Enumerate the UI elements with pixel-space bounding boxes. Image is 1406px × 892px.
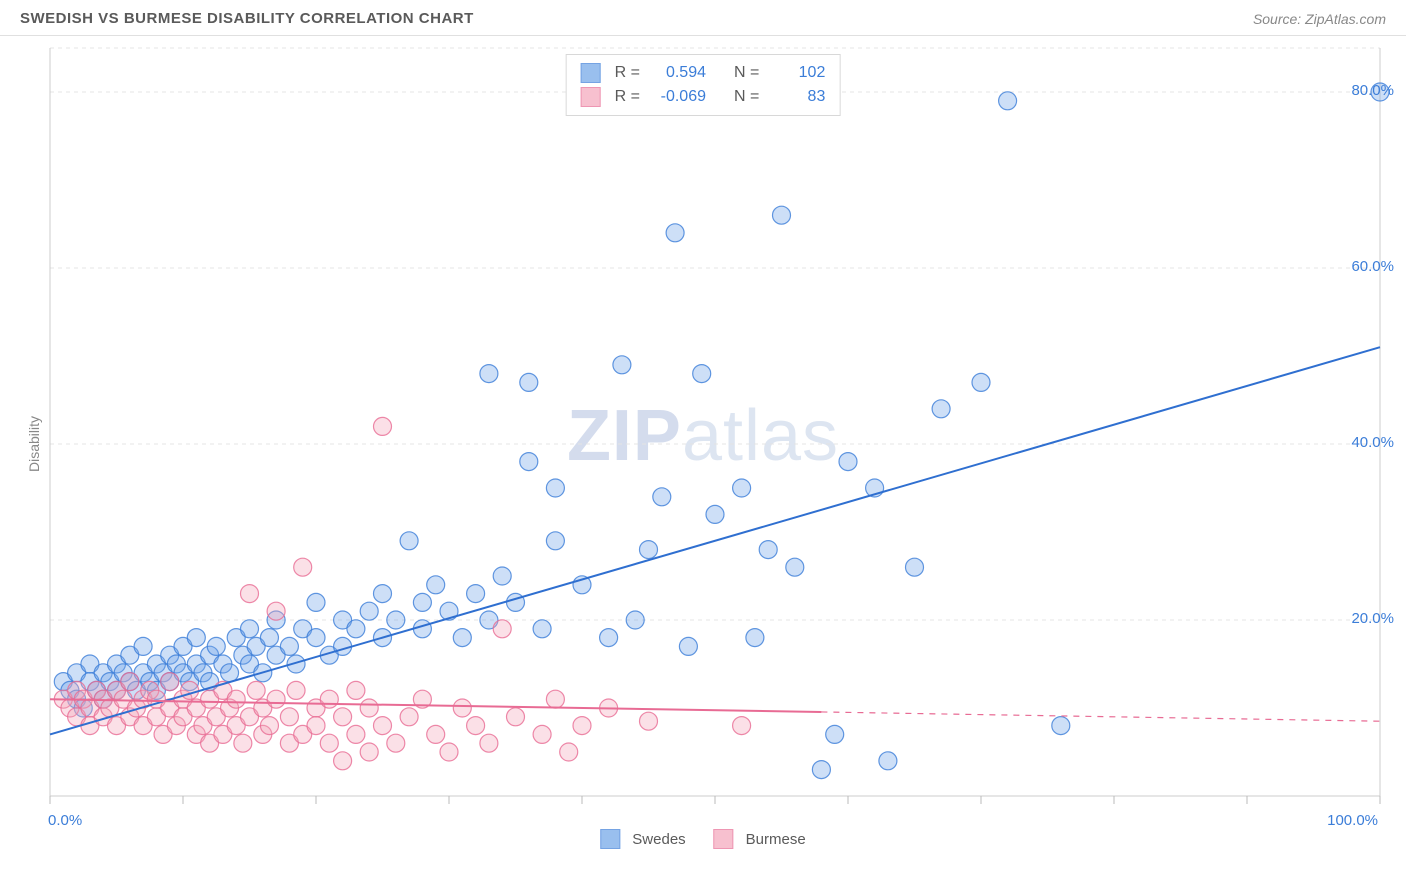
n-value-burmese: 83	[769, 85, 825, 109]
legend-item-swedes: Swedes	[600, 829, 685, 849]
stats-row-swedes: R = 0.594 N = 102	[581, 61, 826, 85]
chart-header: SWEDISH VS BURMESE DISABILITY CORRELATIO…	[0, 0, 1406, 36]
y-tick-label: 40.0%	[1351, 434, 1394, 451]
x-axis-min-label: 0.0%	[48, 812, 82, 829]
legend-label-burmese: Burmese	[746, 831, 806, 848]
legend-label-swedes: Swedes	[632, 831, 685, 848]
stats-legend-box: R = 0.594 N = 102 R = -0.069 N = 83	[566, 54, 841, 116]
swatch-swedes-icon	[600, 829, 620, 849]
n-label: N =	[734, 85, 759, 109]
stats-row-burmese: R = -0.069 N = 83	[581, 85, 826, 109]
scatter-chart-svg	[0, 36, 1406, 851]
y-tick-label: 20.0%	[1351, 610, 1394, 627]
x-axis-max-label: 100.0%	[1327, 812, 1378, 829]
n-label: N =	[734, 61, 759, 85]
r-label: R =	[615, 85, 640, 109]
r-value-burmese: -0.069	[650, 85, 706, 109]
n-value-swedes: 102	[769, 61, 825, 85]
y-tick-label: 60.0%	[1351, 258, 1394, 275]
swatch-burmese	[581, 87, 601, 107]
r-value-swedes: 0.594	[650, 61, 706, 85]
y-tick-label: 80.0%	[1351, 82, 1394, 99]
chart-title: SWEDISH VS BURMESE DISABILITY CORRELATIO…	[20, 10, 474, 27]
swatch-swedes	[581, 63, 601, 83]
legend-item-burmese: Burmese	[714, 829, 806, 849]
swatch-burmese-icon	[714, 829, 734, 849]
chart-area: Disability ZIPatlas R = 0.594 N = 102 R …	[0, 36, 1406, 851]
source-attribution: Source: ZipAtlas.com	[1253, 11, 1386, 27]
series-legend: Swedes Burmese	[600, 829, 805, 849]
r-label: R =	[615, 61, 640, 85]
